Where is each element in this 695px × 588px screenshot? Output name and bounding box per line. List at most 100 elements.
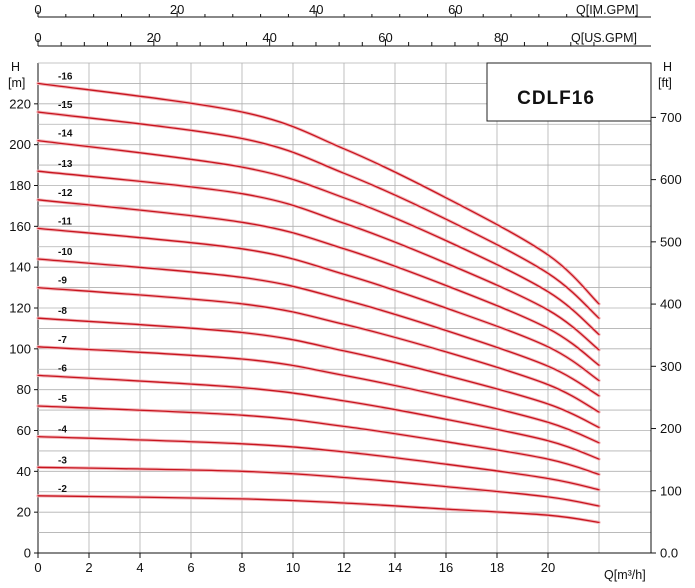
curve-group: -14: [36, 129, 601, 337]
us-gpm-tick-label: 80: [494, 30, 508, 45]
curve-line-stage2: [37, 495, 600, 524]
x-tick-label: 12: [337, 560, 351, 575]
curve-label: -7: [58, 335, 67, 346]
y-tick-label: 160: [9, 219, 31, 234]
x-axis-us-gpm-label: Q[US.GPM]: [571, 31, 637, 45]
x-tick-label: 6: [187, 560, 194, 575]
x-tick-label: 4: [136, 560, 143, 575]
y-tick-label: 220: [9, 96, 31, 111]
curve-line-stage6: [37, 374, 600, 460]
im-gpm-tick-label: 20: [170, 2, 184, 17]
curve-line-stage10: [37, 258, 600, 397]
curve-label: -5: [58, 394, 67, 405]
y-right-tick-label: 500: [660, 234, 682, 249]
curve-label: -10: [58, 247, 73, 258]
curve-group: -4: [36, 425, 601, 492]
im-gpm-tick-label: 60: [448, 2, 462, 17]
curve-label: -14: [58, 129, 73, 140]
x-tick-label: 20: [541, 560, 555, 575]
curve-group: -13: [36, 159, 601, 352]
y-right-tick-label: 300: [660, 359, 682, 374]
x-tick-label: 10: [286, 560, 300, 575]
y-tick-label: 120: [9, 301, 31, 316]
curve-label: -9: [58, 276, 67, 287]
curve-label: -8: [58, 306, 67, 317]
us-gpm-tick-label: 0: [34, 30, 41, 45]
curve-line-stage3: [37, 466, 600, 507]
curve-halo: [36, 198, 601, 367]
curve-line-stage12: [37, 199, 600, 366]
axis-labels: Q[m³/h] Q[US.GPM] Q[IM.GPM] H [m] H [ft]: [8, 3, 672, 582]
y-tick-label: 100: [9, 341, 31, 356]
model-title-frame: [486, 62, 652, 122]
curve-label: -4: [58, 425, 67, 436]
axes: 0 2 4 6 8 10 12 14 16 18 200 20 40 60 800 20 40 600204060…: [9, 2, 681, 575]
curve-line-stage13: [37, 170, 600, 351]
curve-label: -2: [58, 484, 67, 495]
model-title: CDLF16: [517, 88, 595, 109]
y-axis-right-label: H: [663, 60, 672, 74]
y-tick-label: 20: [17, 505, 31, 520]
y-tick-label: 200: [9, 137, 31, 152]
y-axis-right-unit: [ft]: [658, 76, 672, 90]
x-tick-label: 18: [490, 560, 504, 575]
curve-label: -13: [58, 159, 73, 170]
performance-curves: -2 -3 -4 -5 -6 -7 -8 -9 -10 -11 -12 -13 -14 -15 -16: [36, 71, 601, 524]
y-right-tick-label: 700: [660, 110, 682, 125]
y-tick-label: 80: [17, 382, 31, 397]
curve-line-stage8: [37, 317, 600, 429]
y-tick-label: 40: [17, 464, 31, 479]
curve-label: -12: [58, 188, 73, 199]
curve-line-stage5: [37, 405, 600, 476]
curve-group: -7: [36, 335, 601, 445]
y-axis-label: H: [11, 60, 20, 74]
curve-group: -16: [36, 71, 601, 306]
curve-halo: [36, 494, 601, 524]
curve-label: -16: [58, 71, 73, 82]
model-title-box: CDLF16: [486, 62, 652, 122]
x-axis-im-gpm-label: Q[IM.GPM]: [576, 3, 639, 17]
curve-group: -6: [36, 363, 601, 461]
curve-group: -11: [36, 216, 601, 383]
curve-group: -12: [36, 188, 601, 367]
x-tick-label: 16: [439, 560, 453, 575]
x-tick-label: 0: [34, 560, 41, 575]
y-tick-label: 0: [24, 546, 31, 561]
curve-line-stage16: [37, 82, 600, 305]
curve-line-stage15: [37, 111, 600, 319]
curve-halo: [36, 435, 601, 492]
y-tick-label: 140: [9, 260, 31, 275]
curve-label: -15: [58, 100, 73, 111]
curve-label: -6: [58, 363, 67, 374]
curve-halo: [36, 257, 601, 398]
us-gpm-tick-label: 20: [147, 30, 161, 45]
curve-group: -10: [36, 247, 601, 398]
curve-line-stage14: [37, 139, 600, 336]
curve-group: -5: [36, 394, 601, 476]
curve-line-stage11: [37, 227, 600, 382]
y-right-tick-label: 200: [660, 421, 682, 436]
y-right-tick-label: 100: [660, 483, 682, 498]
y-right-tick-label: 0.0: [660, 546, 678, 561]
curve-line-stage7: [37, 346, 600, 444]
y-right-tick-label: 600: [660, 172, 682, 187]
y-axis-unit: [m]: [8, 76, 25, 90]
us-gpm-tick-label: 60: [378, 30, 392, 45]
curve-label: -3: [58, 455, 67, 466]
curve-halo: [36, 226, 601, 383]
curve-group: -9: [36, 276, 601, 414]
y-tick-label: 60: [17, 423, 31, 438]
im-gpm-tick-label: 0: [34, 2, 41, 17]
curve-label: -11: [58, 216, 72, 227]
us-gpm-tick-label: 40: [262, 30, 276, 45]
x-tick-label: 14: [388, 560, 402, 575]
curve-halo: [36, 373, 601, 461]
y-right-tick-label: 400: [660, 297, 682, 312]
curve-group: -15: [36, 100, 601, 320]
y-tick-label: 180: [9, 178, 31, 193]
curve-line-stage4: [37, 435, 600, 491]
x-tick-label: 2: [85, 560, 92, 575]
x-axis-label: Q[m³/h]: [604, 568, 646, 582]
curve-group: -3: [36, 455, 601, 508]
